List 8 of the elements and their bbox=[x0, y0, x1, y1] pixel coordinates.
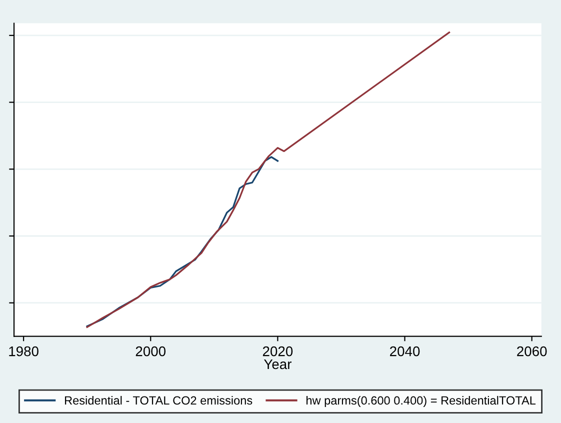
x-tick-label: 2000 bbox=[136, 346, 166, 356]
x-tick-label: 2060 bbox=[517, 346, 547, 356]
legend-label: Residential - TOTAL CO2 emissions bbox=[65, 396, 252, 405]
x-tick-label: 1980 bbox=[9, 346, 38, 356]
x-tick-label: 2020 bbox=[262, 346, 293, 356]
x-axis-title: Year bbox=[264, 359, 292, 370]
legend-label: hw parms(0.600 0.400) = ResidentialTOTAL bbox=[306, 396, 536, 407]
x-tick-label: 2040 bbox=[390, 346, 420, 356]
